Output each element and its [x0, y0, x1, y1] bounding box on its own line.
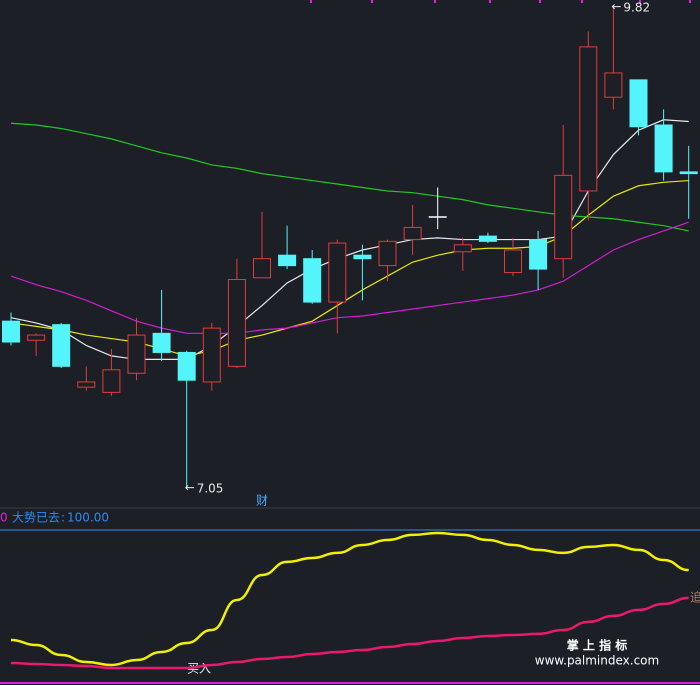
- candle-body: [403, 226, 422, 241]
- indicator-line: [10, 596, 689, 670]
- moving-average: [10, 179, 689, 357]
- candle-body: [102, 369, 121, 393]
- indicator-colon: :: [61, 511, 65, 525]
- candle-body: [629, 79, 648, 128]
- moving-average: [10, 221, 689, 334]
- indicator-value: 100.00: [67, 511, 109, 525]
- candle-body: [77, 381, 96, 388]
- moving-average: [10, 119, 689, 360]
- indicator-line: [10, 531, 689, 667]
- candle-body: [152, 332, 171, 353]
- candle-body: [278, 254, 297, 267]
- candle-body: [177, 351, 196, 381]
- chase-text: 追: [690, 590, 700, 605]
- price-arrow: ←: [185, 480, 195, 494]
- candle-body: [654, 124, 673, 173]
- price-arrow: ←: [611, 0, 621, 13]
- watermark-url: www.palmindex.com: [535, 654, 659, 668]
- top-markers: [310, 0, 691, 3]
- candle-body: [328, 242, 347, 303]
- candle-body: [453, 244, 472, 253]
- candle-body: [554, 174, 573, 260]
- indicator-name: 大势已去: [12, 511, 60, 525]
- candle-body: [303, 258, 322, 303]
- candle-body: [478, 235, 497, 242]
- candle-body: [52, 324, 71, 367]
- moving-average: [10, 122, 689, 232]
- candle-body: [127, 334, 146, 374]
- candle-body: [253, 258, 271, 279]
- candle-body: [202, 327, 221, 383]
- candle-body: [504, 249, 522, 274]
- candle-body: [679, 171, 698, 175]
- candle-body: [353, 254, 372, 260]
- watermark-title: 掌 上 指 标: [567, 638, 628, 653]
- price-annotation: 7.05: [197, 481, 224, 495]
- candle-body: [378, 240, 397, 267]
- price-annotation: 9.82: [623, 0, 650, 14]
- candle-body: [27, 334, 46, 341]
- candle-body: [227, 279, 246, 367]
- candle-body: [2, 320, 20, 343]
- candle-body: [529, 239, 548, 270]
- candle-body: [604, 72, 623, 98]
- candle-body: [579, 46, 598, 192]
- marker-text: 财: [256, 494, 268, 508]
- panel-label: 0: [0, 511, 8, 525]
